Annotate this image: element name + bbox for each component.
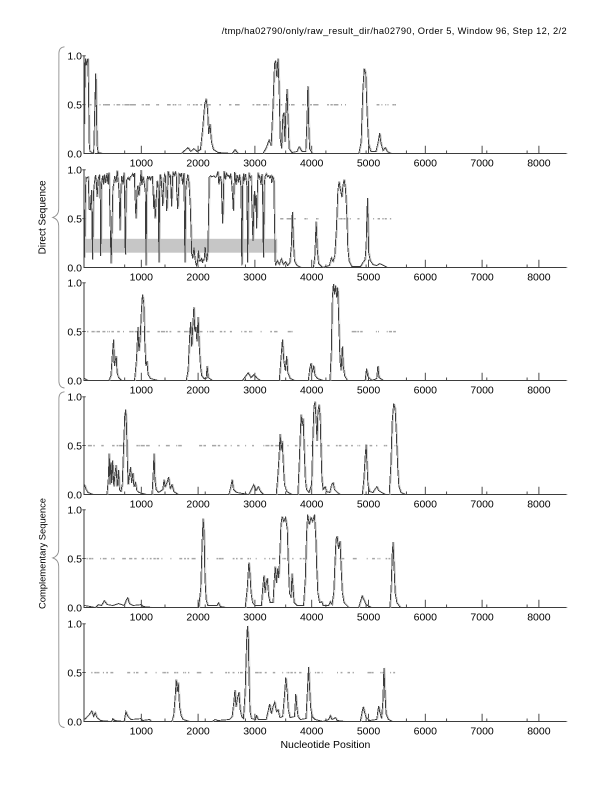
svg-text:8000: 8000 <box>527 271 551 283</box>
svg-text:3000: 3000 <box>243 725 267 737</box>
svg-text:1.0: 1.0 <box>67 165 82 177</box>
svg-text:1000: 1000 <box>130 725 154 737</box>
svg-text:4000: 4000 <box>300 271 324 283</box>
svg-text:8000: 8000 <box>527 725 551 737</box>
svg-text:6000: 6000 <box>414 498 438 510</box>
svg-text:0.0: 0.0 <box>67 602 82 614</box>
svg-text:1000: 1000 <box>130 157 154 169</box>
svg-text:8000: 8000 <box>527 384 551 396</box>
svg-text:7000: 7000 <box>470 498 494 510</box>
svg-text:7000: 7000 <box>470 725 494 737</box>
svg-text:Complementary Sequence: Complementary Sequence <box>37 498 48 609</box>
svg-text:0.5: 0.5 <box>67 553 82 565</box>
svg-text:2000: 2000 <box>186 157 210 169</box>
svg-text:8000: 8000 <box>527 498 551 510</box>
svg-text:0.0: 0.0 <box>67 262 82 274</box>
svg-text:6000: 6000 <box>414 384 438 396</box>
svg-text:4000: 4000 <box>300 498 324 510</box>
svg-text:0.0: 0.0 <box>67 716 82 728</box>
svg-text:0.0: 0.0 <box>67 148 82 160</box>
svg-text:1000: 1000 <box>130 498 154 510</box>
svg-text:0.5: 0.5 <box>67 667 82 679</box>
svg-text:5000: 5000 <box>357 611 381 623</box>
svg-text:2000: 2000 <box>186 271 210 283</box>
svg-text:3000: 3000 <box>243 611 267 623</box>
svg-text:2000: 2000 <box>186 384 210 396</box>
svg-text:5000: 5000 <box>357 498 381 510</box>
svg-text:6000: 6000 <box>414 611 438 623</box>
svg-text:4000: 4000 <box>300 725 324 737</box>
svg-text:0.5: 0.5 <box>67 100 82 112</box>
svg-text:7000: 7000 <box>470 157 494 169</box>
svg-text:5000: 5000 <box>357 271 381 283</box>
svg-text:5000: 5000 <box>357 157 381 169</box>
svg-text:6000: 6000 <box>414 725 438 737</box>
svg-text:4000: 4000 <box>300 384 324 396</box>
svg-text:5000: 5000 <box>357 725 381 737</box>
svg-text:0.0: 0.0 <box>67 489 82 501</box>
svg-text:2000: 2000 <box>186 498 210 510</box>
svg-text:0.5: 0.5 <box>67 440 82 452</box>
svg-text:3000: 3000 <box>243 157 267 169</box>
svg-text:7000: 7000 <box>470 611 494 623</box>
svg-text:8000: 8000 <box>527 611 551 623</box>
svg-text:1000: 1000 <box>130 384 154 396</box>
svg-text:7000: 7000 <box>470 271 494 283</box>
svg-text:0.5: 0.5 <box>67 326 82 338</box>
svg-text:1.0: 1.0 <box>67 278 82 290</box>
svg-text:8000: 8000 <box>527 157 551 169</box>
svg-text:1.0: 1.0 <box>67 505 82 517</box>
svg-text:6000: 6000 <box>414 157 438 169</box>
svg-text:7000: 7000 <box>470 384 494 396</box>
svg-text:5000: 5000 <box>357 384 381 396</box>
svg-text:2000: 2000 <box>186 611 210 623</box>
svg-text:3000: 3000 <box>243 384 267 396</box>
svg-text:1000: 1000 <box>130 271 154 283</box>
svg-text:/tmp/ha02790/only/raw_result_d: /tmp/ha02790/only/raw_result_dir/ha02790… <box>222 26 567 36</box>
svg-text:2000: 2000 <box>186 725 210 737</box>
svg-text:3000: 3000 <box>243 271 267 283</box>
svg-text:6000: 6000 <box>414 271 438 283</box>
svg-text:4000: 4000 <box>300 611 324 623</box>
svg-text:1.0: 1.0 <box>67 619 82 631</box>
svg-text:3000: 3000 <box>243 498 267 510</box>
svg-text:Nucleotide Position: Nucleotide Position <box>280 739 370 751</box>
svg-text:1000: 1000 <box>130 611 154 623</box>
svg-text:0.5: 0.5 <box>67 214 82 226</box>
svg-text:4000: 4000 <box>300 157 324 169</box>
svg-text:Direct Sequence: Direct Sequence <box>38 180 49 254</box>
svg-text:1.0: 1.0 <box>67 51 82 63</box>
svg-text:1.0: 1.0 <box>67 392 82 404</box>
svg-text:0.0: 0.0 <box>67 375 82 387</box>
